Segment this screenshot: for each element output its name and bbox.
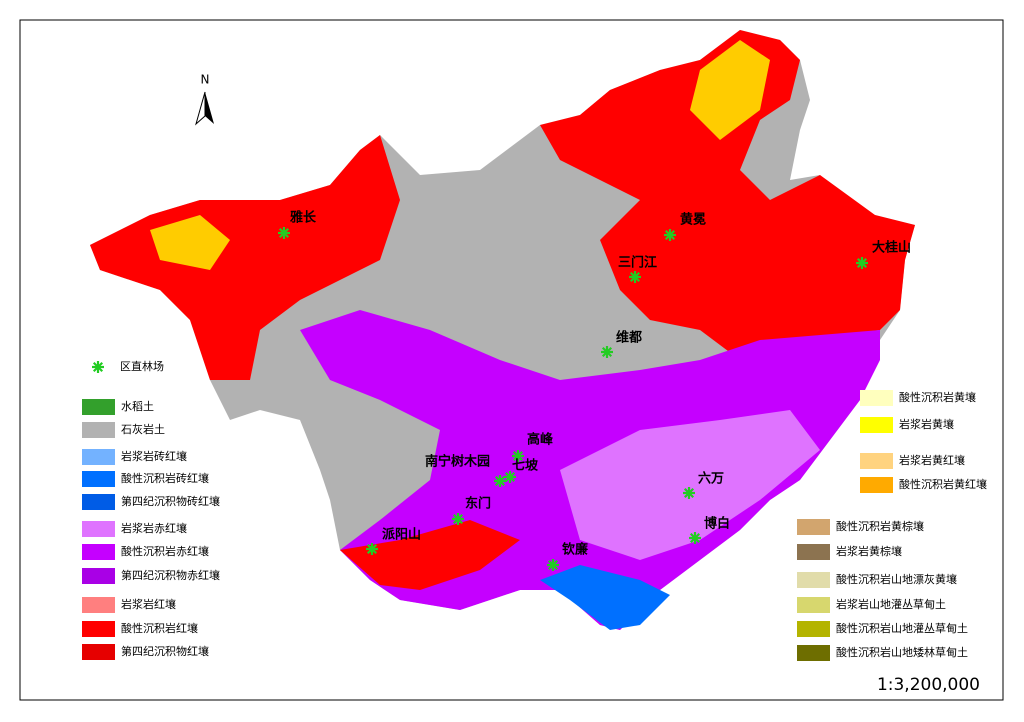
legend-label: 酸性沉积岩黄壤 [899, 390, 976, 404]
legend-label: 岩浆岩红壤 [121, 597, 176, 611]
legend-swatch [82, 399, 115, 415]
yellow-zone [690, 40, 770, 140]
site-marker [504, 471, 516, 483]
site-label: 黄冕 [680, 212, 706, 228]
site-label: 南宁树木园 [425, 454, 490, 470]
legend-label: 岩浆岩黄红壤 [899, 453, 965, 467]
legend-label: 酸性沉积岩砖红壤 [121, 471, 209, 485]
legend-label: 第四纪沉积物赤红壤 [121, 568, 220, 582]
legend-label: 酸性沉积岩红壤 [121, 621, 198, 635]
site-label: 六万 [698, 471, 724, 487]
north-arrow: N [195, 73, 214, 126]
legend-label: 酸性沉积岩山地矮林草甸土 [836, 645, 968, 659]
legend-swatch [860, 453, 893, 469]
legend-swatch [82, 568, 115, 584]
site-label: 三门江 [618, 255, 657, 271]
site-marker [366, 543, 378, 555]
frame [19, 19, 1004, 701]
scale-label: 1:3,200,000 [877, 675, 980, 695]
site-label: 博白 [704, 516, 730, 532]
legend-label: 岩浆岩砖红壤 [121, 449, 187, 463]
legend-label: 酸性沉积岩山地漂灰黄壤 [836, 572, 957, 586]
legend-label: 岩浆岩山地灌丛草甸土 [836, 597, 946, 611]
yellow-zone [150, 215, 230, 270]
legend-swatch [797, 544, 830, 560]
north-label: N [201, 73, 210, 87]
legend-label: 酸性沉积岩黄棕壤 [836, 519, 924, 533]
legend-swatch [82, 521, 115, 537]
legend-label: 石灰岩土 [121, 422, 165, 436]
legend-swatch [82, 422, 115, 438]
site-marker [629, 271, 641, 283]
red-zone [90, 135, 400, 380]
site-marker [512, 450, 524, 462]
site-label: 高峰 [527, 432, 554, 448]
pink-zone [560, 410, 820, 560]
site-label: 东门 [465, 496, 491, 512]
legend-swatch [797, 519, 830, 535]
legend-swatch [82, 644, 115, 660]
site-label: 钦廉 [561, 542, 588, 558]
legend-swatch [82, 471, 115, 487]
legend-swatch [797, 621, 830, 637]
legend-label: 第四纪沉积物砖红壤 [121, 494, 220, 508]
legend-swatch [82, 597, 115, 613]
site-marker [664, 229, 676, 241]
site-label: 维都 [616, 330, 642, 346]
site-label: 七坡 [512, 458, 539, 474]
legend-label: 第四纪沉积物红壤 [121, 644, 209, 658]
site-label: 雅长 [290, 210, 317, 226]
north-arrow-right [205, 92, 214, 124]
legend-swatch [82, 544, 115, 560]
blue-zone [540, 565, 670, 630]
site-label: 大桂山 [872, 240, 911, 256]
legend-label: 水稻土 [121, 400, 154, 413]
site-marker [683, 487, 695, 499]
legend-label: 酸性沉积岩黄红壤 [899, 477, 987, 491]
legend-swatch [797, 597, 830, 613]
legend-swatch [82, 494, 115, 510]
legend-swatch [797, 645, 830, 661]
legend-label: 酸性沉积岩山地灌丛草甸土 [836, 621, 968, 635]
legend-swatch [797, 572, 830, 588]
red-zone [340, 520, 520, 590]
site-marker [547, 559, 559, 571]
site-marker [856, 257, 868, 269]
site-marker [452, 513, 464, 525]
legend-swatch [860, 390, 893, 406]
sites-legend-label: 区直林场 [120, 359, 164, 373]
site-label: 派阳山 [382, 527, 421, 543]
site-marker [601, 346, 613, 358]
legend-label: 酸性沉积岩赤红壤 [121, 544, 209, 558]
site-marker [689, 532, 701, 544]
legend-label: 岩浆岩黄棕壤 [836, 544, 902, 558]
site-marker [92, 361, 104, 373]
site-marker [278, 227, 290, 239]
legend-label: 岩浆岩黄壤 [899, 417, 954, 431]
legend-swatch [860, 417, 893, 433]
legend-swatch [860, 477, 893, 493]
site-marker [494, 475, 506, 487]
legend-label: 岩浆岩赤红壤 [121, 521, 187, 535]
legend-swatch [82, 621, 115, 637]
legend-swatch [82, 449, 115, 465]
